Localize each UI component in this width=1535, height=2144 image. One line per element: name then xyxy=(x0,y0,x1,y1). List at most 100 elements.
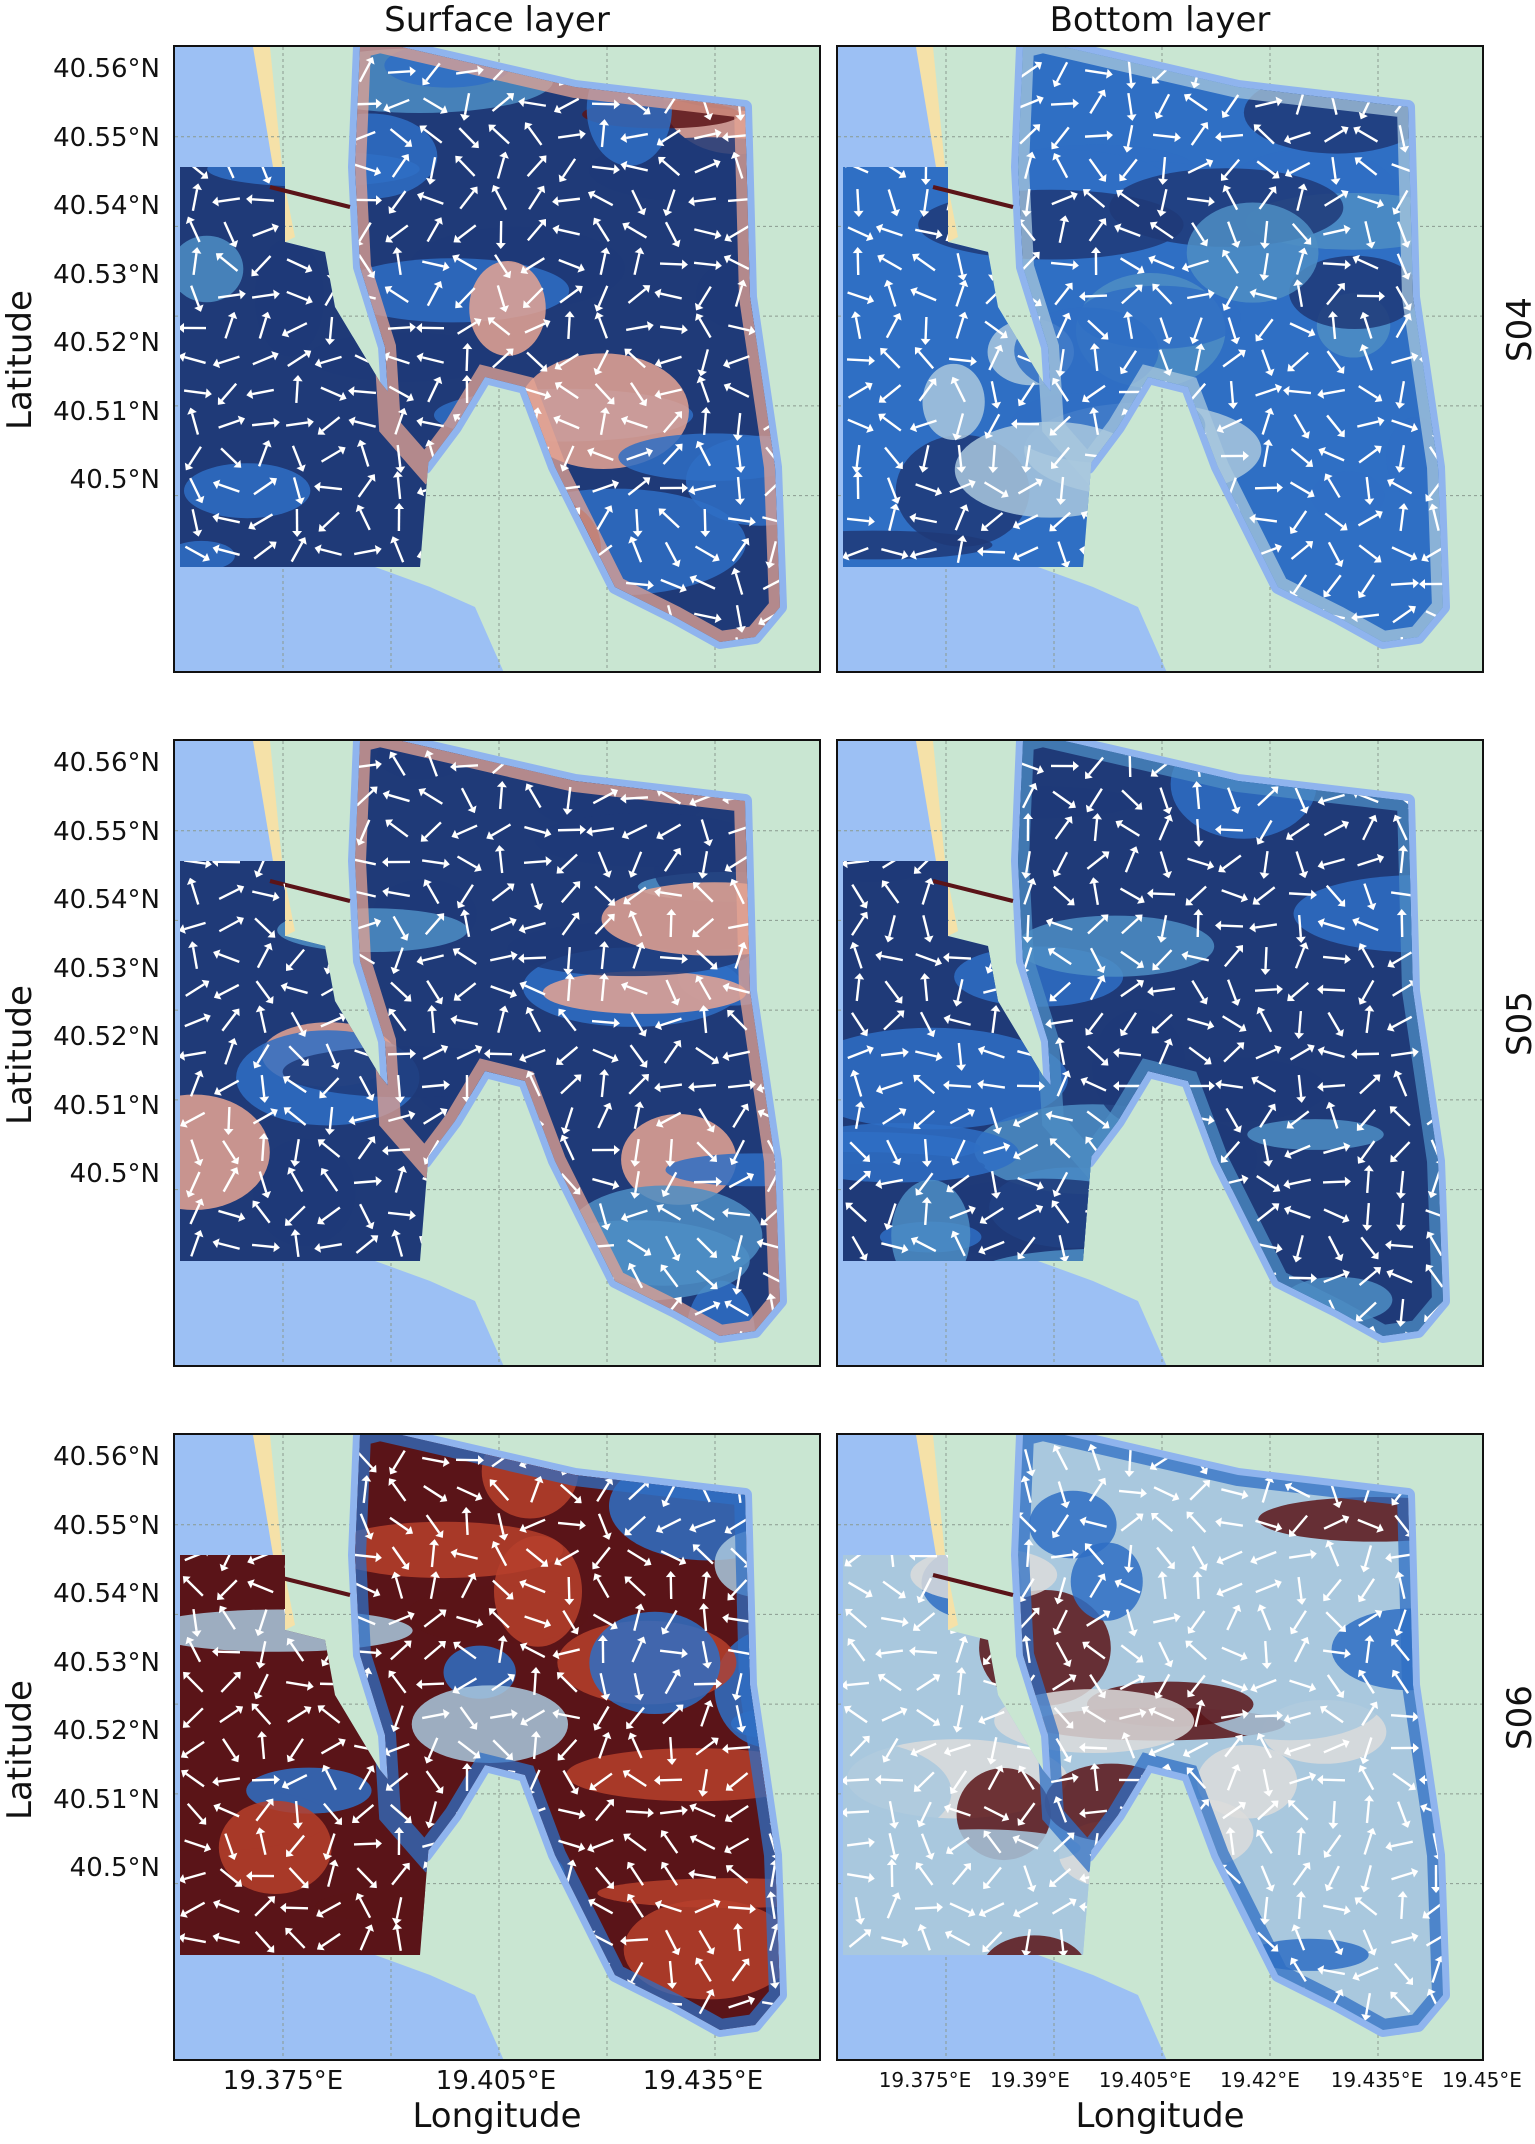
current-arrow xyxy=(659,1648,688,1659)
current-arrow xyxy=(628,851,643,878)
current-arrow xyxy=(591,164,620,175)
current-arrow xyxy=(389,1449,406,1475)
current-arrow xyxy=(317,1139,341,1158)
current-arrow xyxy=(1292,1862,1311,1886)
current-arrow xyxy=(949,1205,976,1220)
current-arrow xyxy=(451,2032,477,2045)
current-arrow xyxy=(1391,419,1419,433)
current-arrow xyxy=(1114,223,1141,238)
current-arrow xyxy=(184,1013,211,1028)
current-arrow xyxy=(1224,1734,1243,1758)
current-arrow xyxy=(1012,1112,1039,1128)
current-arrow xyxy=(388,1008,407,1032)
current-arrow xyxy=(385,819,409,838)
current-arrow xyxy=(285,1680,314,1691)
current-arrow xyxy=(656,1111,682,1128)
current-arrow xyxy=(665,1138,676,1167)
current-arrow xyxy=(258,573,272,601)
current-arrow xyxy=(1158,814,1173,841)
current-arrow xyxy=(660,1264,679,1288)
current-arrow xyxy=(620,1209,648,1223)
current-arrow xyxy=(1126,92,1137,121)
current-arrow xyxy=(659,324,688,335)
current-arrow xyxy=(1220,1709,1249,1720)
channel-line xyxy=(269,1573,351,1597)
current-arrow xyxy=(1260,1865,1275,1892)
current-arrow xyxy=(735,604,746,633)
current-arrow xyxy=(594,285,609,312)
current-arrow xyxy=(952,1704,964,1733)
current-arrow xyxy=(727,516,756,527)
current-arrow xyxy=(843,1299,868,1318)
current-arrow xyxy=(321,576,345,595)
current-arrow xyxy=(1364,476,1375,505)
current-arrow xyxy=(427,376,443,403)
current-arrow xyxy=(186,91,207,114)
current-arrow xyxy=(848,1929,872,1948)
current-arrow xyxy=(915,1862,934,1886)
current-arrow xyxy=(1057,1481,1070,1509)
current-arrow xyxy=(626,447,654,461)
current-arrow xyxy=(1385,1840,1414,1852)
map-canvas xyxy=(838,741,1482,1365)
current-arrow xyxy=(1187,1017,1215,1030)
current-arrow xyxy=(701,1640,713,1669)
current-arrow xyxy=(660,1550,687,1566)
current-arrow xyxy=(353,1838,382,1849)
current-arrow xyxy=(627,1239,652,1257)
current-arrow xyxy=(354,163,382,177)
current-arrow xyxy=(765,541,777,569)
current-arrow xyxy=(1431,1864,1442,1893)
current-arrow xyxy=(420,821,442,842)
current-arrow xyxy=(1018,2032,1044,2045)
current-arrow xyxy=(851,883,868,909)
current-arrow xyxy=(849,941,863,969)
current-arrow xyxy=(722,1050,751,1062)
current-arrow xyxy=(1361,1701,1379,1726)
current-arrow xyxy=(1283,131,1311,145)
current-arrow xyxy=(224,55,235,84)
current-arrow xyxy=(325,316,335,345)
current-arrow xyxy=(488,1608,510,1629)
current-arrow xyxy=(254,1609,268,1637)
current-arrow xyxy=(1289,322,1316,338)
current-arrow xyxy=(1287,351,1309,372)
current-arrow xyxy=(662,1704,684,1725)
current-arrow xyxy=(882,1107,907,1125)
current-arrow xyxy=(851,911,869,936)
map-panel-s04-bottom xyxy=(836,45,1484,673)
current-arrow xyxy=(595,1866,614,1890)
current-arrow xyxy=(627,96,651,115)
current-arrow xyxy=(1052,152,1069,179)
current-arrow xyxy=(519,1518,546,1533)
current-arrow xyxy=(1022,567,1033,596)
current-arrow xyxy=(1087,1443,1101,1471)
current-arrow xyxy=(1254,1710,1283,1721)
current-arrow xyxy=(1017,1177,1044,1191)
current-arrow xyxy=(1283,1743,1311,1757)
current-arrow xyxy=(314,355,342,368)
current-arrow xyxy=(458,127,479,149)
current-arrow xyxy=(694,286,712,311)
current-arrow xyxy=(1353,126,1379,143)
current-arrow xyxy=(1360,1545,1373,1573)
current-arrow xyxy=(353,1176,382,1187)
current-arrow xyxy=(185,1171,201,1198)
current-arrow xyxy=(1054,1987,1066,2016)
current-arrow xyxy=(357,1136,376,1160)
current-arrow xyxy=(1323,189,1349,207)
current-arrow xyxy=(491,93,515,112)
current-arrow xyxy=(416,954,444,966)
current-arrow xyxy=(1189,1480,1211,1501)
current-arrow xyxy=(552,196,581,207)
current-arrow xyxy=(851,1235,868,1261)
current-arrow xyxy=(554,381,579,400)
current-arrow xyxy=(1390,1141,1411,1163)
current-arrow xyxy=(257,1731,268,1760)
current-arrow xyxy=(455,65,484,76)
current-arrow xyxy=(394,1165,407,1193)
current-arrow xyxy=(217,382,238,405)
current-arrow xyxy=(348,579,376,592)
current-arrow xyxy=(453,1641,477,1660)
current-arrow xyxy=(1327,1235,1344,1262)
